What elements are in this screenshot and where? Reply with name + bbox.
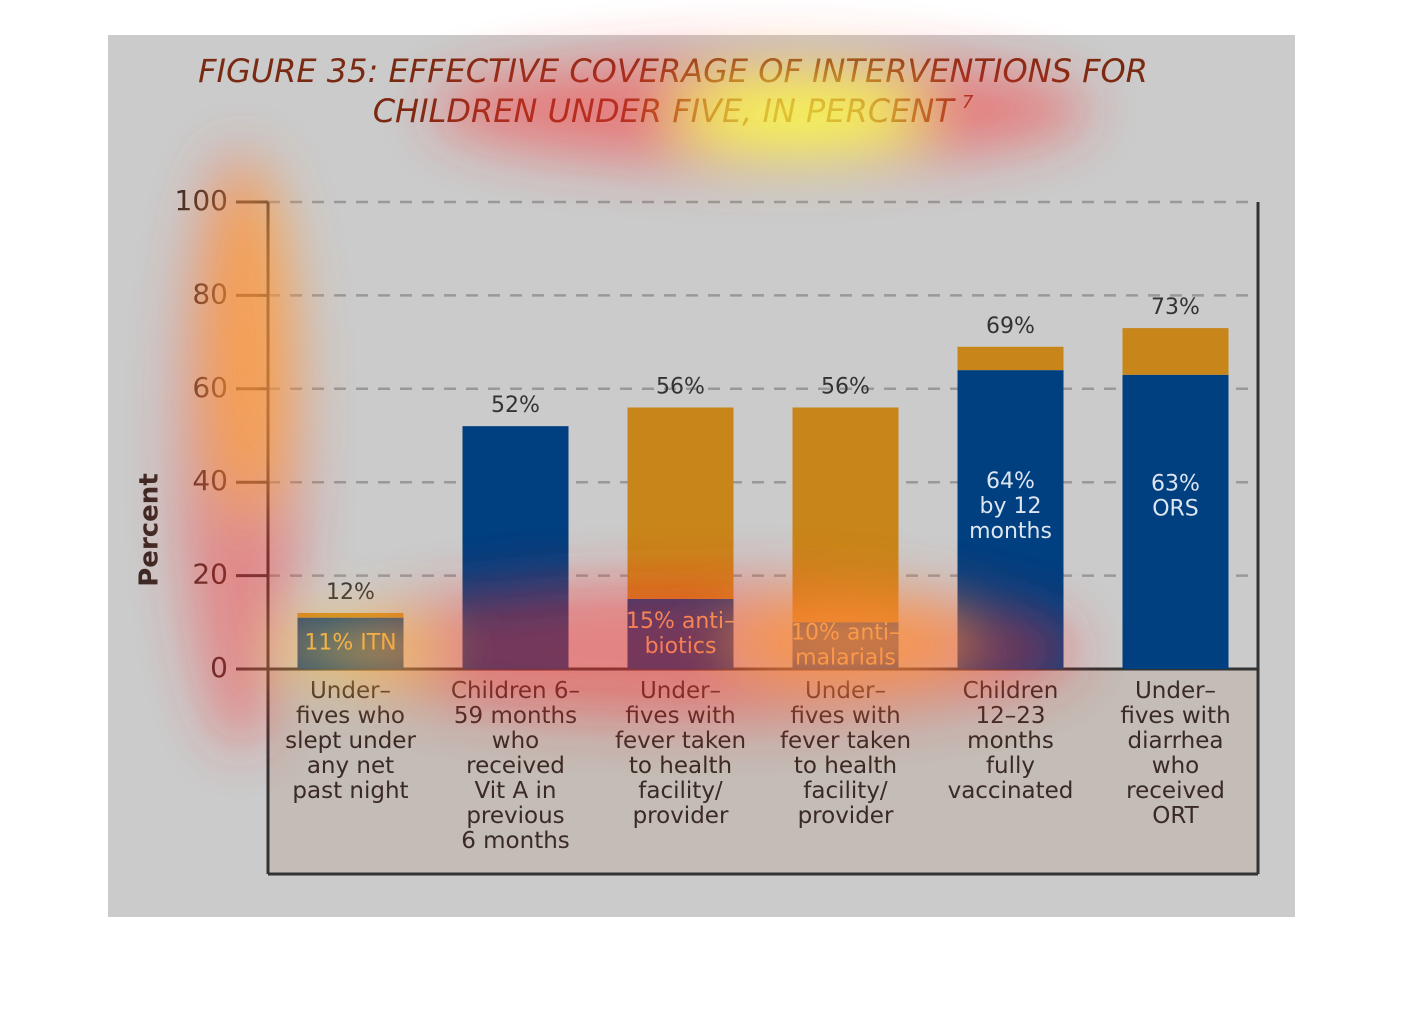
bar-segment bbox=[1122, 328, 1229, 375]
bar-segment bbox=[462, 426, 569, 669]
bar-segment bbox=[792, 407, 899, 623]
y-tick-label: 20 bbox=[192, 558, 228, 591]
total-label: 12% bbox=[326, 580, 375, 605]
total-label: 56% bbox=[656, 374, 705, 399]
y-tick-label: 60 bbox=[192, 371, 228, 404]
y-tick-label: 100 bbox=[175, 184, 228, 217]
total-label: 52% bbox=[491, 393, 540, 418]
bar-segment bbox=[297, 612, 404, 618]
x-tick-label: Under– fives with diarrhea who received ORT bbox=[1120, 678, 1230, 829]
total-label: 69% bbox=[986, 314, 1035, 339]
title-footnote: 7 bbox=[962, 92, 974, 113]
bar-segment bbox=[1122, 374, 1229, 669]
total-label: 56% bbox=[821, 374, 870, 399]
y-tick-label: 80 bbox=[192, 277, 228, 310]
y-axis-label: Percent bbox=[135, 473, 165, 587]
total-label: 73% bbox=[1151, 295, 1200, 320]
y-tick-label: 0 bbox=[210, 651, 228, 684]
bar-inner-label: 64% by 12 months bbox=[969, 469, 1052, 544]
bar-inner-label: 11% ITN bbox=[304, 630, 396, 655]
category-panel bbox=[268, 669, 1258, 874]
bar-segment bbox=[627, 407, 734, 599]
bar-segment bbox=[957, 346, 1064, 371]
bar-inner-label: 63% ORS bbox=[1151, 472, 1200, 522]
x-tick-label: Children 6– 59 months who received Vit A in p… bbox=[451, 678, 580, 854]
y-tick-label: 40 bbox=[192, 464, 228, 497]
bar-inner-label: 10% anti– malarials bbox=[791, 621, 900, 671]
